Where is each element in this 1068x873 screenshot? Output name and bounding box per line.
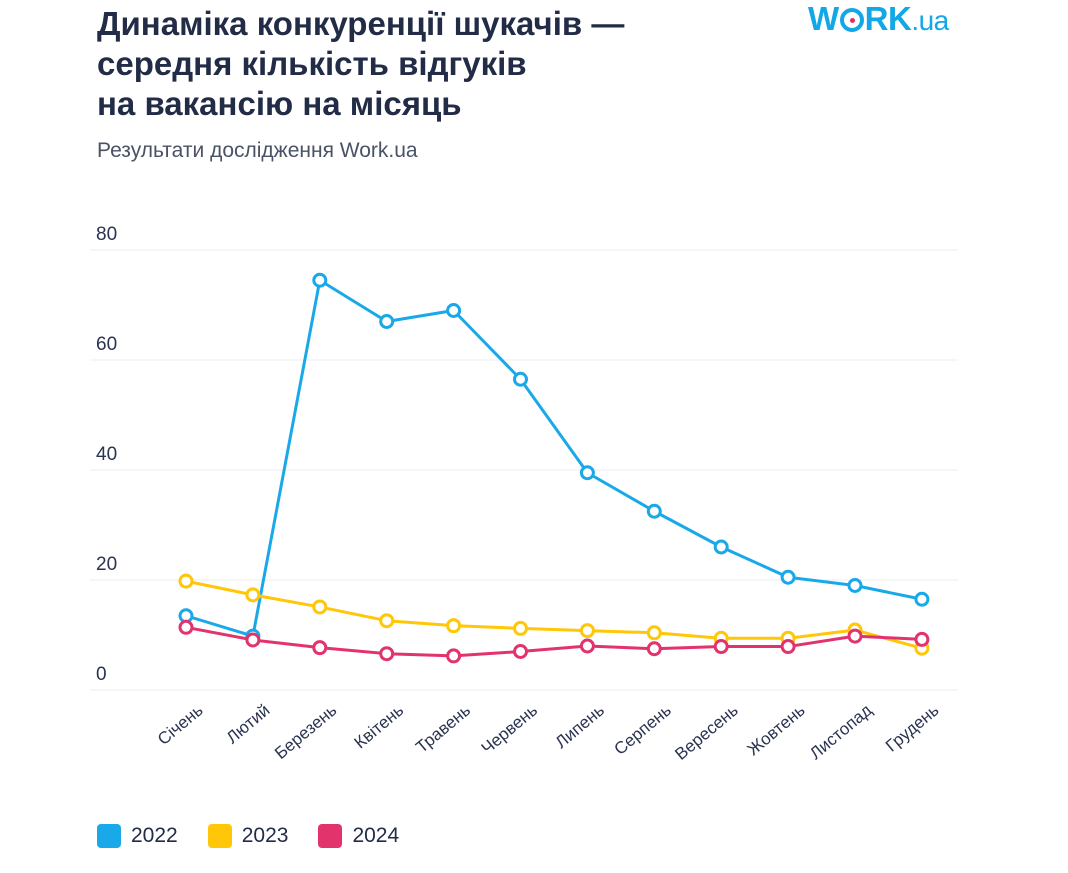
point-2022-4 <box>379 314 395 329</box>
logo-prefix: W <box>808 0 839 37</box>
point-2022-9 <box>713 539 729 555</box>
x-tick-label-7: Липень <box>552 700 608 752</box>
x-tick-label-3: Березень <box>271 700 340 763</box>
point-2022-8 <box>646 503 662 519</box>
x-tick-label-4: Квітень <box>351 700 408 752</box>
point-2023-7 <box>579 623 595 639</box>
series-line-2024 <box>184 625 924 658</box>
x-tick-label-8: Серпень <box>610 700 674 758</box>
point-2023-6 <box>513 620 528 636</box>
point-2024-4 <box>379 646 395 662</box>
point-2024-11 <box>847 628 863 644</box>
legend-item-2024: 2024 <box>318 824 399 848</box>
chart-title-line-1: Динаміка конкуренції шукачів — <box>97 5 625 42</box>
point-2023-2 <box>245 587 261 603</box>
legend-label-2024: 2024 <box>352 824 400 847</box>
point-2024-12 <box>914 631 930 647</box>
legend-label-2023: 2023 <box>241 824 289 847</box>
x-tick-label-6: Червень <box>478 700 541 758</box>
legend-item-2023: 2023 <box>207 824 289 848</box>
workua-logo: W RK.ua <box>808 0 949 38</box>
x-tick-label-5: Травень <box>412 700 474 756</box>
point-2024-9 <box>713 639 729 655</box>
point-2022-7 <box>579 465 595 481</box>
x-tick-label-9: Вересень <box>671 700 741 763</box>
logo-domain: .ua <box>911 5 949 36</box>
point-2024-3 <box>312 640 328 656</box>
chart-title-line-3: на вакансію на місяць <box>97 85 462 122</box>
x-tick-label-2: Лютий <box>223 701 274 748</box>
logo-suffix: RK <box>864 0 912 37</box>
point-2024-6 <box>513 644 528 659</box>
point-2024-8 <box>646 641 662 657</box>
y-tick-label-0: 0 <box>96 664 107 685</box>
y-tick-label-60: 60 <box>96 334 117 355</box>
y-tick-label-80: 80 <box>96 224 117 245</box>
point-2022-12 <box>914 591 930 607</box>
point-2022-11 <box>847 578 863 593</box>
y-tick-label-40: 40 <box>96 444 117 465</box>
x-tick-label-10: Жовтень <box>744 700 809 759</box>
point-2023-8 <box>646 625 662 641</box>
logo-o-icon <box>839 8 864 32</box>
legend-item-2022: 2022 <box>97 824 178 848</box>
point-2024-7 <box>579 638 595 654</box>
point-2022-6 <box>513 371 528 387</box>
point-2022-5 <box>446 303 462 318</box>
chart-title: Динаміка конкуренції шукачів — середня к… <box>97 4 737 124</box>
point-2023-3 <box>312 599 328 615</box>
legend-swatch-2023 <box>207 824 232 848</box>
legend-swatch-2022 <box>97 824 121 848</box>
chart-title-line-2: середня кількість відгуків <box>97 45 527 82</box>
series-line-2023 <box>184 579 924 650</box>
point-2024-2 <box>245 632 261 648</box>
x-tick-label-1: Січень <box>154 700 207 748</box>
point-2023-5 <box>446 618 462 634</box>
point-2024-10 <box>780 639 796 655</box>
chart-legend: 2022 2023 2024 <box>97 824 399 848</box>
x-tick-label-12: Грудень <box>882 700 943 755</box>
point-2024-1 <box>178 619 194 635</box>
x-tick-label-11: Листопад <box>806 700 876 763</box>
point-2024-5 <box>446 648 462 664</box>
chart-subtitle: Результати дослідження Work.ua <box>97 139 418 162</box>
point-2023-1 <box>178 573 194 589</box>
point-2022-10 <box>780 569 796 585</box>
legend-label-2022: 2022 <box>131 824 178 847</box>
legend-swatch-2024 <box>318 824 343 848</box>
series-line-2022 <box>184 278 924 638</box>
point-2022-3 <box>312 272 328 288</box>
y-tick-label-20: 20 <box>96 554 117 575</box>
point-2023-4 <box>379 613 395 629</box>
